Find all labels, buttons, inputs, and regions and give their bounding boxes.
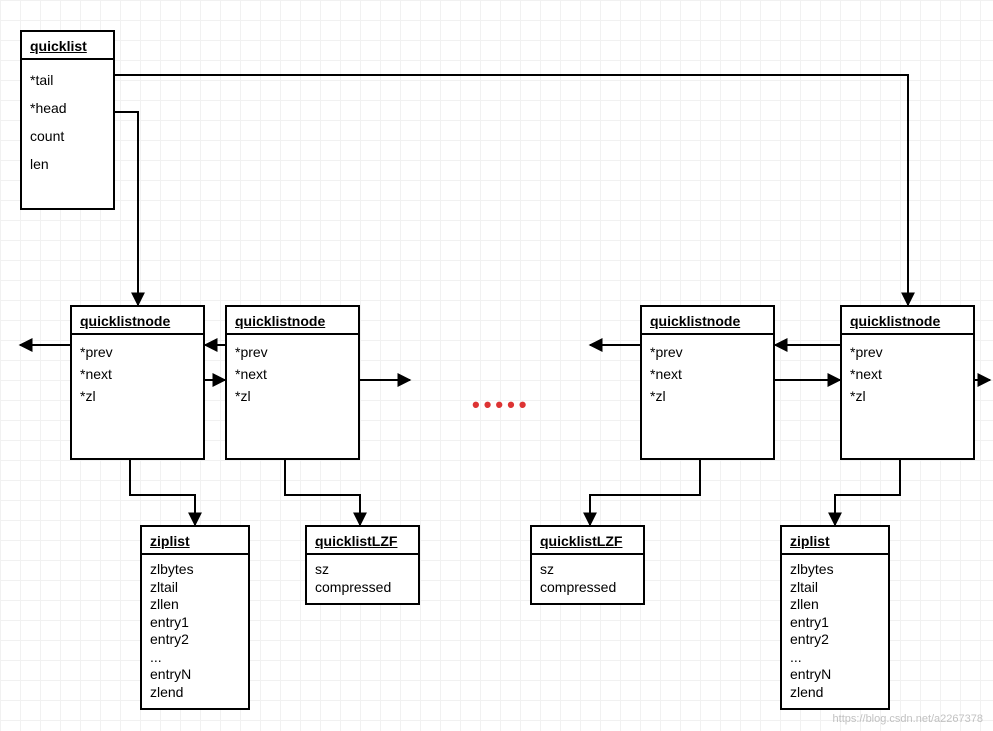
node-title: quicklist: [22, 32, 113, 60]
node-title: ziplist: [142, 527, 248, 555]
field-label: count: [30, 122, 105, 150]
field-label: *prev: [650, 341, 765, 363]
diagram-canvas: quicklist *tail*headcountlen quicklistno…: [0, 0, 993, 731]
field-label: *prev: [80, 341, 195, 363]
node-title: quicklistnode: [227, 307, 358, 335]
node-fields: zlbyteszltailzllenentry1entry2...entryNz…: [142, 555, 248, 707]
field-label: zllen: [790, 596, 880, 614]
field-label: zllen: [150, 596, 240, 614]
node-fields: *prev*next*zl: [227, 335, 358, 413]
node-fields: szcompressed: [307, 555, 418, 602]
node-fields: *prev*next*zl: [642, 335, 773, 413]
field-label: zltail: [790, 579, 880, 597]
field-label: *next: [650, 363, 765, 385]
watermark-text: https://blog.csdn.net/a2267378: [833, 713, 983, 725]
field-label: zlbytes: [790, 561, 880, 579]
field-label: compressed: [315, 579, 410, 597]
node-fields: zlbyteszltailzllenentry1entry2...entryNz…: [782, 555, 888, 707]
field-label: *head: [30, 94, 105, 122]
node-quicklistlzf-2: quicklistLZF szcompressed: [530, 525, 645, 605]
field-label: *next: [235, 363, 350, 385]
field-label: sz: [540, 561, 635, 579]
field-label: sz: [315, 561, 410, 579]
field-label: entry1: [790, 614, 880, 632]
field-label: ...: [790, 649, 880, 667]
ellipsis-dots: •••••: [472, 392, 531, 418]
field-label: *next: [850, 363, 965, 385]
field-label: zlbytes: [150, 561, 240, 579]
node-title: quicklistnode: [642, 307, 773, 335]
field-label: *prev: [850, 341, 965, 363]
node-fields: *tail*headcountlen: [22, 60, 113, 184]
node-quicklistnode-4: quicklistnode *prev*next*zl: [840, 305, 975, 460]
field-label: *next: [80, 363, 195, 385]
node-title: quicklistnode: [72, 307, 203, 335]
field-label: *zl: [850, 385, 965, 407]
node-quicklistnode-3: quicklistnode *prev*next*zl: [640, 305, 775, 460]
node-quicklistnode-2: quicklistnode *prev*next*zl: [225, 305, 360, 460]
node-title: quicklistnode: [842, 307, 973, 335]
node-title: ziplist: [782, 527, 888, 555]
field-label: zlend: [790, 684, 880, 702]
field-label: entry2: [150, 631, 240, 649]
node-title: quicklistLZF: [307, 527, 418, 555]
field-label: *zl: [650, 385, 765, 407]
field-label: zlend: [150, 684, 240, 702]
node-fields: *prev*next*zl: [842, 335, 973, 413]
field-label: entryN: [790, 666, 880, 684]
field-label: compressed: [540, 579, 635, 597]
node-title: quicklistLZF: [532, 527, 643, 555]
node-fields: szcompressed: [532, 555, 643, 602]
node-quicklist: quicklist *tail*headcountlen: [20, 30, 115, 210]
node-quicklistlzf-1: quicklistLZF szcompressed: [305, 525, 420, 605]
field-label: *zl: [80, 385, 195, 407]
node-quicklistnode-1: quicklistnode *prev*next*zl: [70, 305, 205, 460]
field-label: entryN: [150, 666, 240, 684]
field-label: *tail: [30, 66, 105, 94]
field-label: len: [30, 150, 105, 178]
node-ziplist-2: ziplist zlbyteszltailzllenentry1entry2..…: [780, 525, 890, 710]
node-fields: *prev*next*zl: [72, 335, 203, 413]
field-label: entry2: [790, 631, 880, 649]
field-label: zltail: [150, 579, 240, 597]
field-label: entry1: [150, 614, 240, 632]
node-ziplist-1: ziplist zlbyteszltailzllenentry1entry2..…: [140, 525, 250, 710]
field-label: *prev: [235, 341, 350, 363]
field-label: ...: [150, 649, 240, 667]
field-label: *zl: [235, 385, 350, 407]
